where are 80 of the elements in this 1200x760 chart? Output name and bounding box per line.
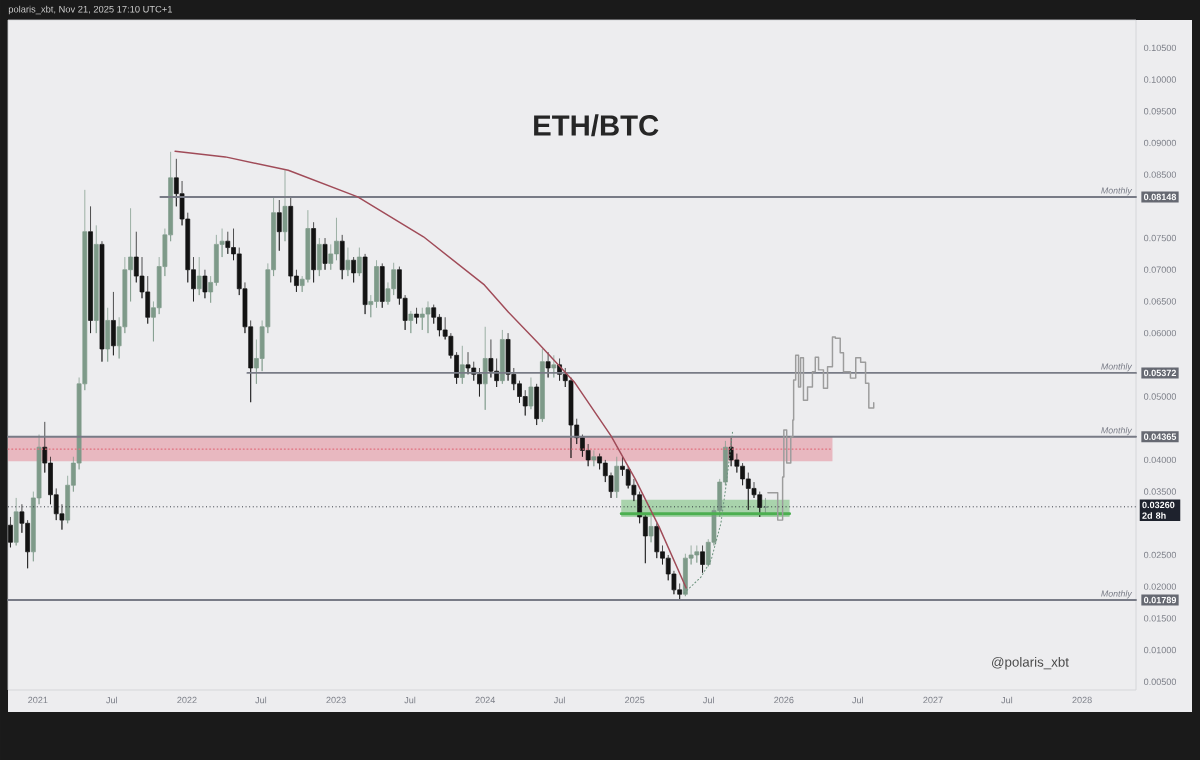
candlestick xyxy=(8,516,13,548)
y-tick-label: 0.03500 xyxy=(1143,488,1177,495)
data-label: 0.04365 xyxy=(1143,433,1177,440)
candlestick xyxy=(700,545,705,574)
x-tick-label: 2027 xyxy=(923,696,943,704)
candlestick xyxy=(540,348,545,423)
y-tick-label: 0.10000 xyxy=(1143,76,1177,83)
series-label: Monthly xyxy=(1101,426,1133,436)
candlestick xyxy=(202,269,208,299)
y-tick-label: 0.00500 xyxy=(1143,678,1177,685)
line-series xyxy=(683,429,734,594)
x-tick-label: 2022 xyxy=(177,696,197,704)
x-tick-label: 2021 xyxy=(28,696,48,704)
candlestick xyxy=(351,256,357,283)
line-series xyxy=(174,150,687,589)
candlestick xyxy=(105,307,111,363)
y-tick-label: 0.02000 xyxy=(1143,583,1177,590)
y-tick-label: 0.09000 xyxy=(1143,139,1177,147)
candlestick xyxy=(111,291,116,356)
candlestick xyxy=(414,307,419,324)
candlestick xyxy=(196,256,202,296)
x-tick-label: Jul xyxy=(1001,696,1013,704)
candlestick xyxy=(13,497,19,546)
candlestick xyxy=(648,516,654,543)
data-label: 0.01789 xyxy=(1143,596,1177,604)
y-tick-label: 0.08500 xyxy=(1143,171,1177,178)
y-tick-label: 0.06500 xyxy=(1143,298,1177,305)
candlestick xyxy=(482,326,488,411)
candlestick xyxy=(88,205,93,334)
y-tick-label: 0.07000 xyxy=(1143,266,1177,273)
x-tick-label: Jul xyxy=(553,696,565,704)
x-tick-label: Jul xyxy=(255,696,267,704)
candlestick xyxy=(93,224,99,334)
candlestick xyxy=(528,377,534,410)
y-tick-label: 0.07500 xyxy=(1143,234,1177,242)
candlestick xyxy=(614,456,620,499)
data-label: 0.08148 xyxy=(1143,193,1177,201)
x-tick-label: Jul xyxy=(852,696,863,704)
candlestick xyxy=(763,497,768,515)
candlestick xyxy=(345,247,351,277)
ref-line-label: 0.03260 2d 8h xyxy=(1142,501,1175,519)
y-tick-label: 0.10500 xyxy=(1143,44,1177,52)
candlestick xyxy=(99,240,105,363)
candlestick xyxy=(534,383,540,426)
y-tick-label: 0.09500 xyxy=(1143,108,1177,115)
text: polaris_xbt, Nov 21, 2025 17:10 UTC+1 xyxy=(8,5,172,15)
x-tick-label: 2026 xyxy=(774,696,794,704)
x-tick-label: 2023 xyxy=(326,696,346,704)
y-tick-label: 0.01500 xyxy=(1143,615,1177,622)
y-tick-label: 0.01000 xyxy=(1143,646,1177,654)
series-label: Monthly xyxy=(1101,187,1133,196)
data-label: 0.05372 xyxy=(1143,369,1177,377)
candlestick xyxy=(311,221,316,283)
candlestick xyxy=(339,234,345,280)
candlestick xyxy=(316,237,322,277)
x-tick-label: Jul xyxy=(404,696,416,704)
y-tick-label: 0.04000 xyxy=(1143,456,1177,464)
candlestick xyxy=(545,351,551,378)
candlestick xyxy=(356,247,362,277)
x-tick-label: Jul xyxy=(703,696,714,704)
x-tick-label: Jul xyxy=(106,696,117,704)
annotation: @polaris_xbt xyxy=(992,656,1069,670)
text: ETH/BTC xyxy=(534,114,659,137)
candlestick xyxy=(362,253,368,315)
y-tick-label: 0.06000 xyxy=(1143,329,1177,337)
candlestick xyxy=(499,329,505,385)
candlestick xyxy=(551,354,557,378)
x-tick-label: 2024 xyxy=(475,696,496,704)
candlestick xyxy=(408,310,414,334)
candlestick xyxy=(276,199,282,252)
y-tick-label: 0.05000 xyxy=(1143,393,1177,400)
candlestick xyxy=(379,263,385,309)
candlestick xyxy=(322,237,328,271)
x-tick-label: 2028 xyxy=(1072,696,1092,704)
candlestick xyxy=(591,450,597,467)
candlestick xyxy=(282,169,288,242)
series-label: Monthly xyxy=(1101,363,1133,372)
y-tick-label: 0.02500 xyxy=(1143,551,1177,559)
series-label: Monthly xyxy=(1101,590,1133,599)
x-tick-label: 2025 xyxy=(625,696,645,704)
